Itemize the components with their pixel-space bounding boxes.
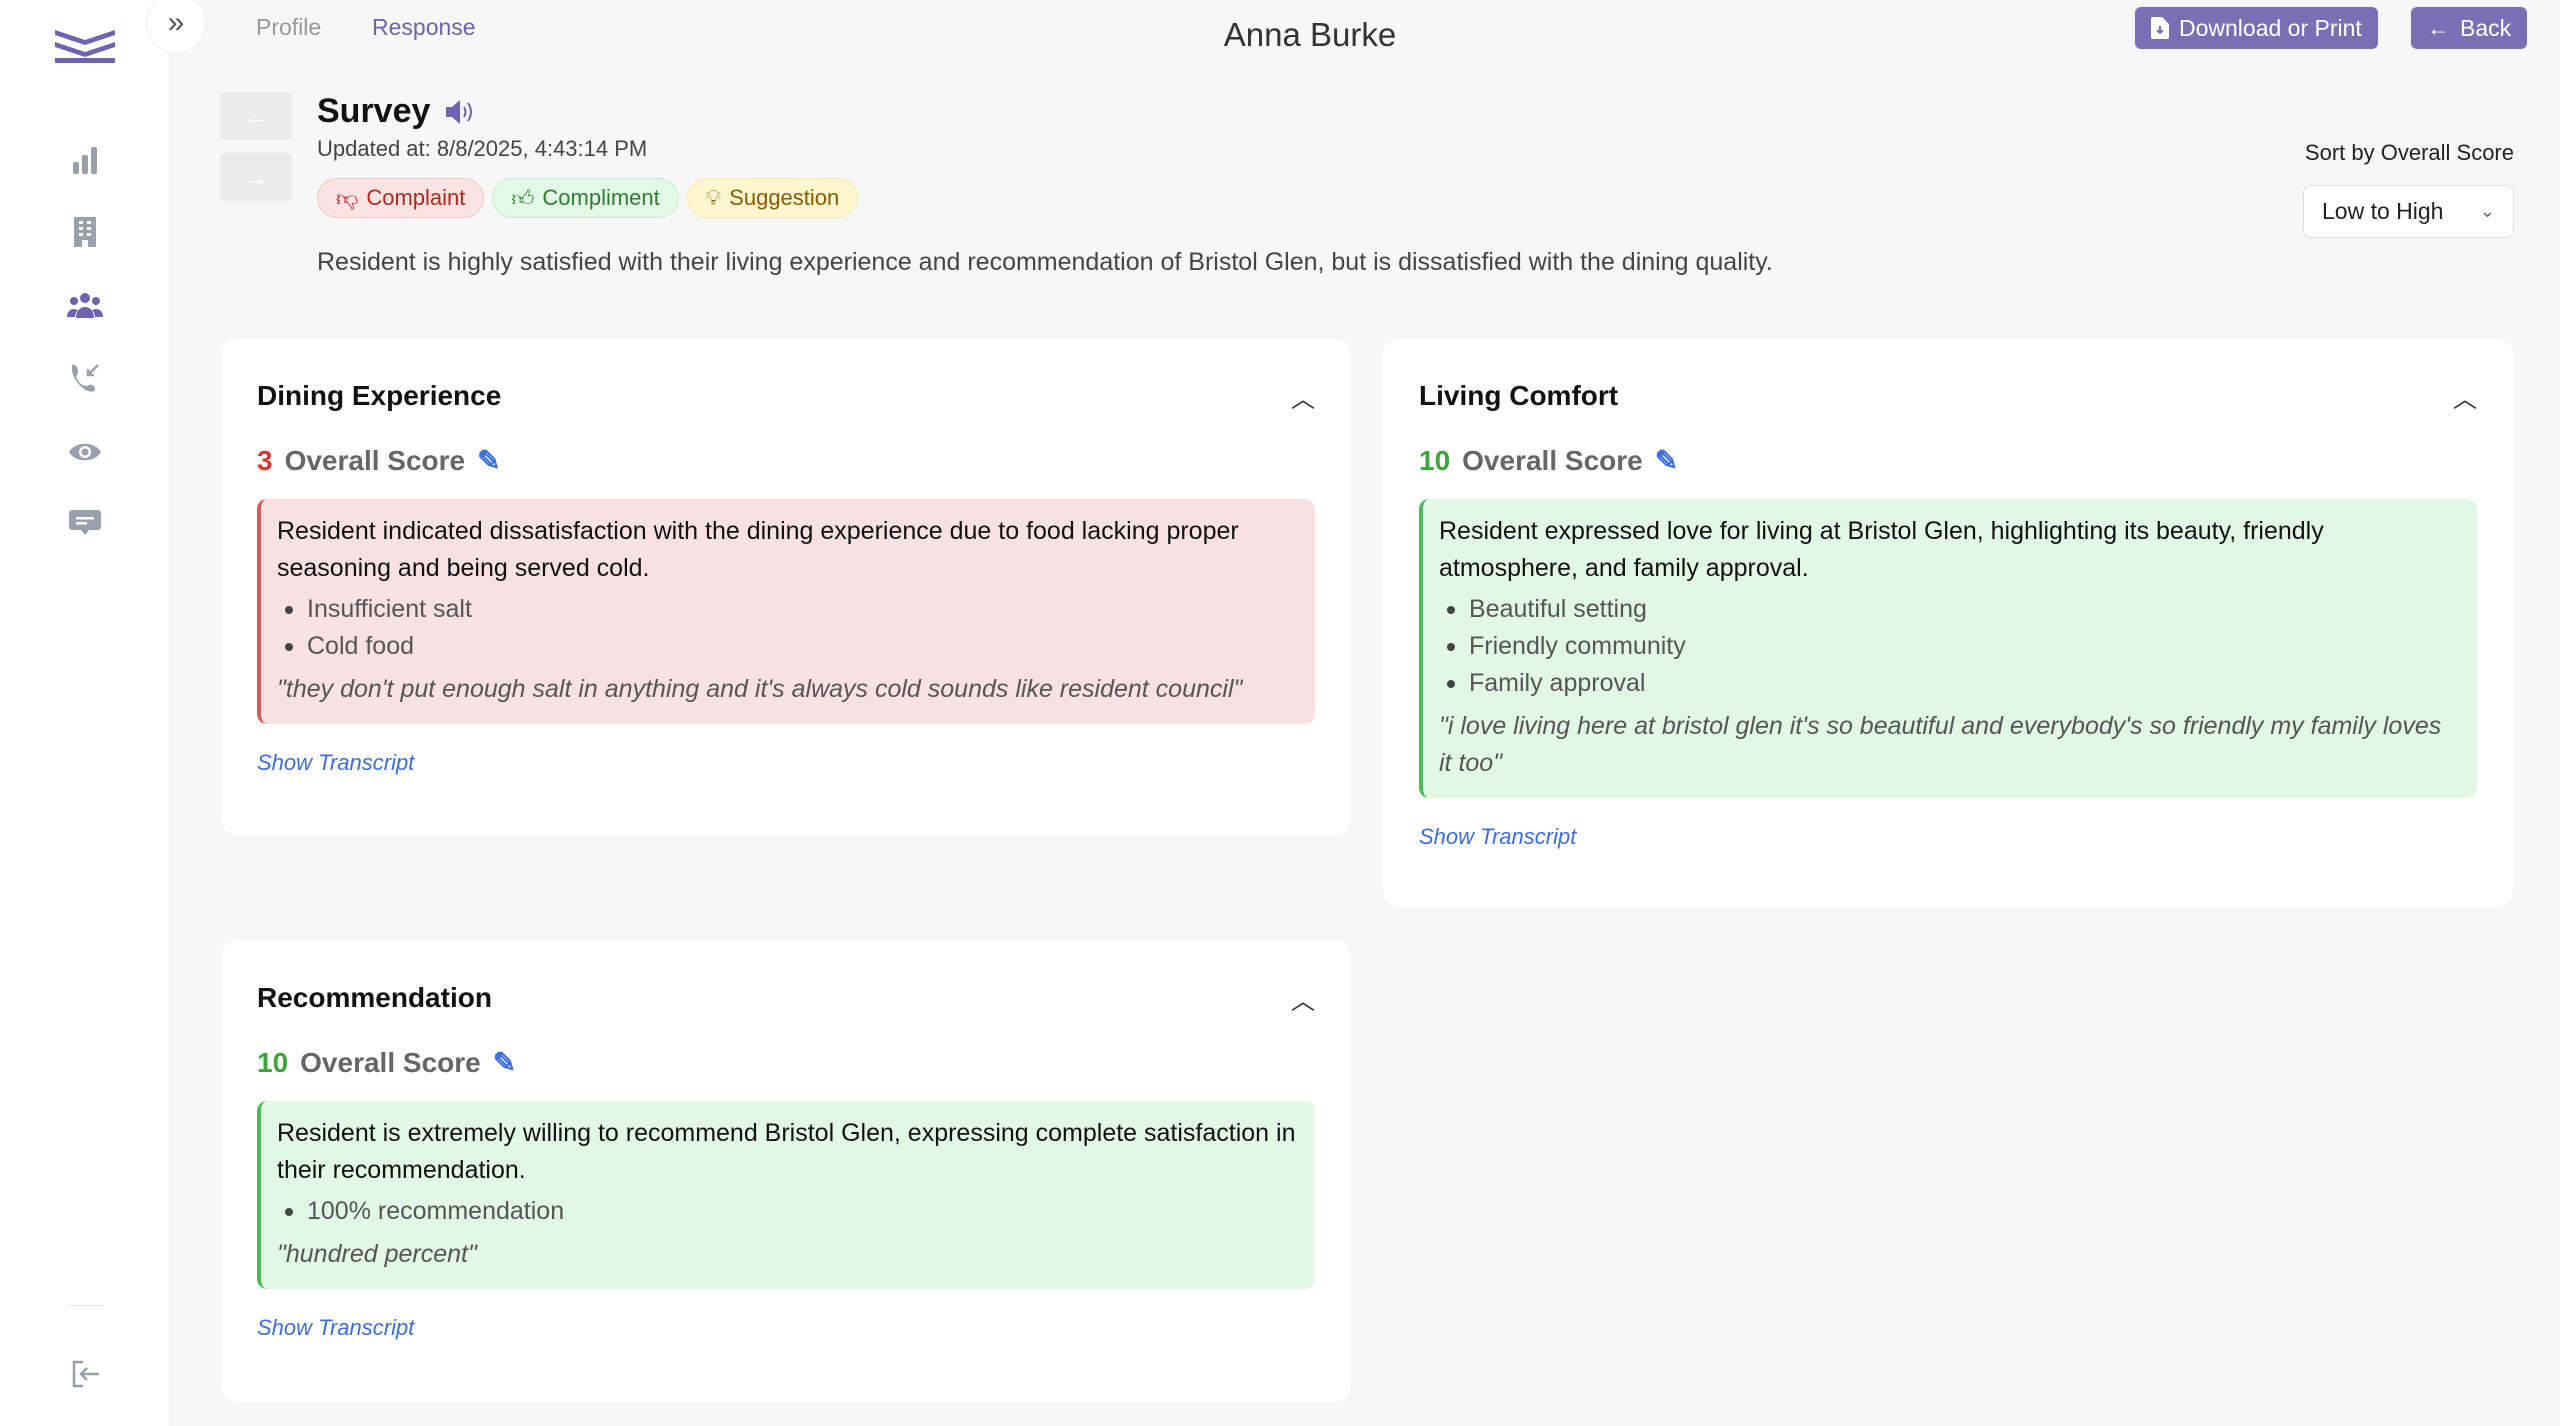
score-label: Overall Score: [1462, 444, 1643, 476]
list-item: Insufficient salt: [277, 591, 1297, 628]
show-transcript-link[interactable]: Show Transcript: [1419, 824, 1577, 849]
score-value: 10: [1419, 444, 1451, 476]
list-item: Cold food: [277, 628, 1297, 665]
sort-select[interactable]: Low to High ⌄: [2303, 185, 2514, 238]
tag-label: Suggestion: [729, 185, 840, 210]
logout-icon[interactable]: [65, 1354, 105, 1394]
tag-compliment[interactable]: 👍︎ Compliment: [492, 178, 679, 218]
arrow-left-icon: ←: [2427, 14, 2450, 41]
feedback-box: Resident indicated dissatisfaction with …: [257, 499, 1315, 724]
tag-label: Compliment: [542, 185, 660, 210]
sidebar: [0, 0, 170, 1426]
card-title: Dining Experience: [257, 380, 502, 411]
score-label: Overall Score: [284, 444, 466, 476]
card-title: Recommendation: [257, 982, 492, 1013]
expand-sidebar-button[interactable]: »: [146, 0, 206, 54]
feedback-box: Resident expressed love for living at Br…: [1419, 499, 2477, 798]
sort-value: Low to High: [2322, 198, 2444, 224]
sidebar-divider: [67, 1305, 104, 1306]
card-dining-experience: Dining Experience ︿ 3 Overall Score ✎ Resid…: [221, 338, 1351, 835]
quote: "hundred percent": [277, 1240, 477, 1268]
list-item: Family approval: [1439, 665, 2459, 702]
tab-profile[interactable]: Profile: [256, 14, 322, 40]
quote: "i love living here at bristol glen it's…: [1439, 712, 2442, 777]
chevron-up-icon[interactable]: ︿: [2453, 385, 2477, 413]
phone-incoming-icon[interactable]: [65, 358, 105, 398]
tag-list: 👎︎ Complaint 👍︎ Compliment 💡︎ Suggestion: [317, 178, 859, 218]
tab-response[interactable]: Response: [372, 14, 476, 40]
analytics-icon[interactable]: [65, 140, 105, 180]
building-icon[interactable]: [65, 212, 105, 252]
card-living-comfort: Living Comfort ︿ 10 Overall Score ✎ Residen…: [1383, 338, 2513, 907]
sort-label: Sort by Overall Score: [2304, 140, 2514, 165]
thumbs-up-icon: 👍︎: [511, 185, 535, 211]
survey-title: Survey: [317, 92, 431, 130]
download-print-button[interactable]: Download or Print: [2135, 7, 2378, 49]
score-value: 3: [257, 444, 273, 476]
back-label: Back: [2460, 14, 2512, 41]
feedback-summary: Resident indicated dissatisfaction with …: [277, 517, 1239, 582]
page-title: Anna Burke: [1223, 16, 1397, 53]
list-item: 100% recommendation: [277, 1193, 1297, 1230]
survey-summary: Resident is highly satisfied with their …: [317, 248, 1773, 276]
tag-label: Complaint: [366, 185, 466, 210]
arrow-left-icon: ←: [243, 100, 269, 131]
list-item: Beautiful setting: [1439, 591, 2459, 628]
previous-button[interactable]: ←: [220, 92, 292, 140]
next-button[interactable]: →: [220, 153, 292, 201]
overall-score: 10 Overall Score ✎: [257, 1046, 1315, 1079]
show-transcript-link[interactable]: Show Transcript: [257, 750, 415, 775]
chevron-up-icon[interactable]: ︿: [1291, 385, 1315, 413]
overall-score: 10 Overall Score ✎: [1419, 444, 2477, 477]
edit-icon[interactable]: ✎: [477, 445, 501, 476]
tag-complaint[interactable]: 👎︎ Complaint: [317, 178, 485, 218]
score-label: Overall Score: [300, 1046, 481, 1078]
download-label: Download or Print: [2179, 14, 2362, 41]
double-chevron-right-icon: »: [167, 6, 185, 39]
arrow-right-icon: →: [243, 161, 269, 192]
card-recommendation: Recommendation ︿ 10 Overall Score ✎ Residen…: [221, 940, 1351, 1402]
edit-icon[interactable]: ✎: [1654, 445, 1679, 476]
list-item: Friendly community: [1439, 628, 2459, 665]
show-transcript-link[interactable]: Show Transcript: [257, 1315, 415, 1340]
updated-at: Updated at: 8/8/2025, 4:43:14 PM: [317, 136, 648, 161]
eye-icon[interactable]: [65, 432, 105, 472]
score-value: 10: [257, 1046, 289, 1078]
feedback-box: Resident is extremely willing to recomme…: [257, 1101, 1315, 1289]
survey-heading: Survey: [317, 92, 474, 131]
edit-icon[interactable]: ✎: [492, 1047, 517, 1078]
message-icon[interactable]: [65, 504, 105, 544]
logo-icon[interactable]: [55, 28, 115, 64]
feedback-summary: Resident expressed love for living at Br…: [1439, 517, 2324, 582]
feedback-summary: Resident is extremely willing to recomme…: [277, 1119, 1296, 1184]
overall-score: 3 Overall Score ✎: [257, 444, 1315, 477]
quote: "they don't put enough salt in anything …: [277, 675, 1243, 703]
residents-icon[interactable]: [65, 285, 105, 325]
file-download-icon: [2151, 17, 2169, 39]
chevron-up-icon[interactable]: ︿: [1291, 987, 1315, 1015]
tag-suggestion[interactable]: 💡︎ Suggestion: [686, 178, 859, 218]
thumbs-down-icon: 👎︎: [336, 185, 359, 211]
speaker-icon[interactable]: [444, 99, 474, 125]
chevron-down-icon: ⌄: [2479, 201, 2495, 221]
card-title: Living Comfort: [1419, 380, 1619, 411]
back-button[interactable]: ← Back: [2411, 7, 2528, 49]
lightbulb-icon: 💡︎: [705, 185, 722, 210]
